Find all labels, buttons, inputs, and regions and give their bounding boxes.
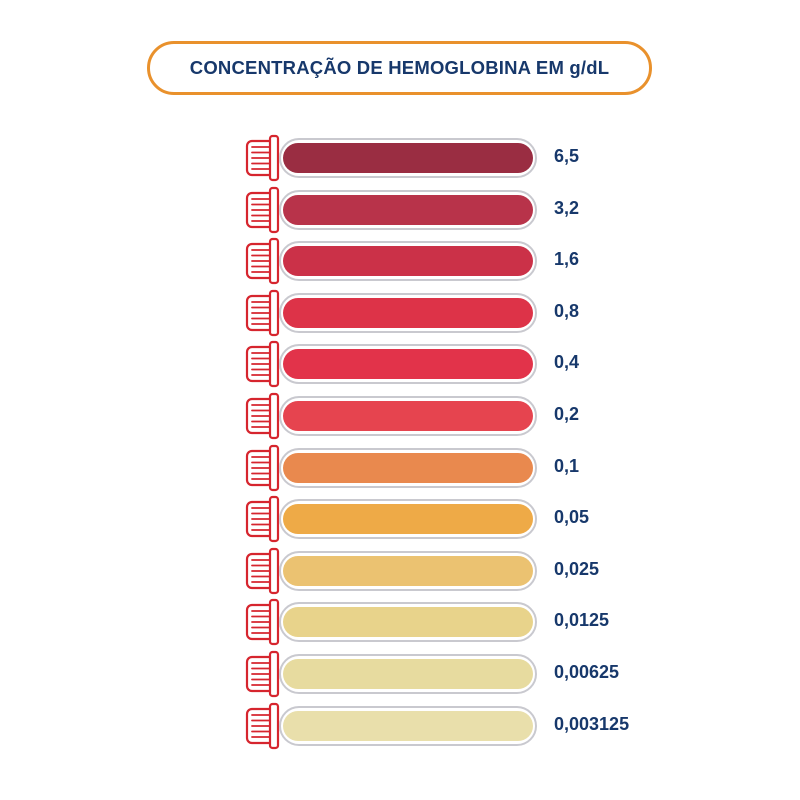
test-tube [245,134,537,182]
tube-row: 0,8 [243,289,663,336]
test-tube [245,496,537,543]
tube-liquid [283,504,533,535]
tube-row: 1,6 [243,238,663,285]
tube-collar [268,496,280,543]
concentration-value: 0,0125 [554,610,610,631]
test-tube [245,238,537,285]
tube-collar [268,702,280,749]
tube-liquid [283,710,533,741]
concentration-value: 0,05 [554,507,590,528]
test-tube [245,392,537,440]
title-banner: CONCENTRAÇÃO DE HEMOGLOBINA EM g/dL [147,41,652,95]
test-tube [245,650,537,698]
tube-liquid [283,555,533,586]
concentration-value: 1,6 [554,249,580,270]
tube-collar [268,341,280,388]
tube-liquid [283,607,533,638]
tube-liquid [283,452,533,483]
tube-collar [268,392,280,440]
concentration-value: 0,1 [554,455,580,476]
tube-liquid [283,297,533,328]
tube-row: 6,5 [243,134,663,182]
test-tube [245,702,537,749]
test-tube [245,444,537,491]
concentration-value: 0,00625 [554,662,620,682]
concentration-value: 0,2 [554,404,580,424]
concentration-value: 0,4 [554,352,580,373]
tube-row: 3,2 [243,186,663,233]
tube-collar [268,599,280,646]
tube-row: 0,4 [243,341,663,388]
tube-collar [268,289,280,336]
tube-collar [268,186,280,233]
concentration-value: 0,025 [554,558,600,579]
tube-liquid [283,194,533,225]
concentration-value: 3,2 [554,197,580,218]
tube-row: 0,003125 [243,702,663,749]
tube-collar [268,134,280,182]
test-tube [245,186,537,233]
tube-row: 0,1 [243,444,663,491]
concentration-value: 6,5 [554,146,580,166]
tube-collar [268,547,280,594]
test-tube [245,547,537,594]
test-tube [245,341,537,388]
chart-title: CONCENTRAÇÃO DE HEMOGLOBINA EM g/dL [189,57,610,78]
test-tube [245,289,537,336]
tube-liquid [283,143,533,173]
concentration-value: 0,003125 [554,713,630,734]
tube-collar [268,238,280,285]
tube-liquid [283,401,533,431]
tube-row: 0,0125 [243,599,663,646]
test-tube [245,599,537,646]
tube-row: 0,00625 [243,650,663,698]
concentration-value: 0,8 [554,300,580,321]
tube-collar [268,444,280,491]
tube-liquid [283,659,533,689]
tube-row: 0,05 [243,496,663,543]
tube-collar [268,650,280,698]
tube-liquid [283,246,533,277]
tube-row: 0,025 [243,547,663,594]
tube-row: 0,2 [243,392,663,440]
tube-liquid [283,349,533,380]
